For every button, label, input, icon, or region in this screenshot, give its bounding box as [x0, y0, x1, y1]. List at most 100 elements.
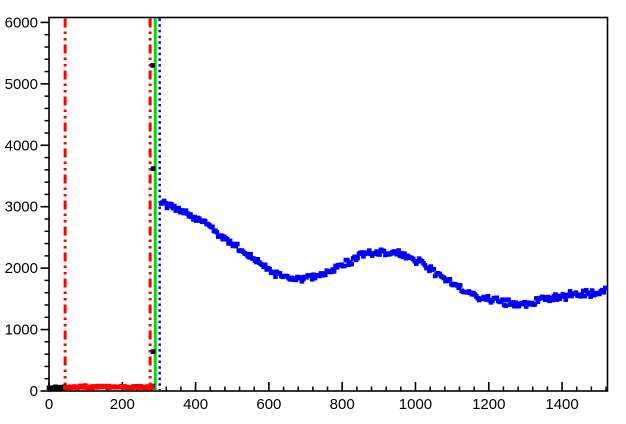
blue-series-marker — [342, 263, 347, 269]
x-tick-label-1200: 1200 — [472, 396, 505, 413]
blue-series-marker — [381, 248, 387, 254]
blue-series-marker — [192, 214, 198, 220]
blue-series-marker — [345, 257, 350, 263]
blue-series-marker — [557, 296, 563, 302]
blue-series-marker — [561, 292, 567, 298]
blue-series-marker — [542, 297, 548, 303]
blue-series-marker — [226, 241, 231, 246]
blue-series-marker — [308, 273, 313, 279]
x-tick-label-1400: 1400 — [545, 396, 578, 413]
blue-series-marker — [267, 266, 272, 272]
x-tick-label-0: 0 — [45, 396, 53, 413]
blue-series-marker — [224, 236, 230, 242]
blue-series-marker — [323, 272, 328, 278]
y-tick-label-4000: 4000 — [5, 137, 38, 154]
blue-series-marker — [522, 299, 527, 305]
blue-series-marker — [185, 211, 190, 216]
blue-series-marker — [545, 294, 551, 300]
blue-series-marker — [210, 224, 215, 230]
blue-series-marker — [589, 288, 595, 293]
blue-series-marker — [588, 294, 593, 299]
blue-series-marker — [298, 275, 303, 280]
blue-series-marker — [218, 233, 224, 238]
blue-series-marker — [550, 297, 555, 303]
blue-series-marker — [532, 301, 538, 307]
blue-series-marker — [377, 252, 382, 257]
blue-series-marker — [579, 292, 585, 297]
blue-series-marker — [490, 298, 495, 304]
blue-series-marker — [359, 250, 365, 255]
blue-series-marker — [188, 212, 193, 217]
blue-series-marker — [194, 218, 199, 223]
blue-series-marker — [431, 266, 437, 272]
blue-series-marker — [374, 249, 379, 254]
blue-series-marker — [553, 292, 558, 297]
blue-series-marker — [547, 298, 552, 304]
blue-series-marker — [447, 277, 453, 282]
y-tick-label-5000: 5000 — [5, 76, 38, 93]
y-tick-label-1000: 1000 — [5, 322, 38, 339]
plot-frame — [48, 16, 609, 392]
blue-series-marker — [355, 255, 360, 261]
x-tick-label-400: 400 — [183, 396, 208, 413]
blue-series-marker — [346, 262, 352, 268]
blue-series-marker — [510, 300, 516, 305]
blue-series-marker — [457, 283, 463, 288]
blue-series-marker — [271, 269, 277, 275]
blue-series-marker — [227, 238, 233, 244]
blue-series-marker — [427, 268, 432, 274]
blue-series-marker — [506, 297, 511, 303]
blue-series-marker — [556, 293, 561, 299]
blue-series-marker — [311, 272, 316, 278]
blue-series-marker — [396, 248, 401, 253]
blue-series-marker — [441, 275, 447, 281]
blue-series-marker — [361, 254, 366, 259]
blue-series-marker — [352, 254, 357, 260]
blue-series-marker — [503, 303, 508, 309]
blue-series-marker — [494, 295, 500, 301]
blue-series-marker — [484, 297, 489, 302]
blue-series-marker — [365, 251, 371, 256]
blue-series-marker — [400, 254, 406, 260]
blue-series-marker — [601, 289, 607, 295]
blue-series-marker — [182, 210, 187, 216]
black-series-marker — [150, 349, 156, 354]
blue-series-marker — [597, 291, 602, 297]
blue-series-marker — [191, 217, 196, 222]
blue-series-marker — [399, 250, 404, 256]
blue-series-marker — [582, 293, 588, 299]
x-tick-label-1000: 1000 — [399, 396, 432, 413]
blue-series-marker — [454, 282, 460, 288]
blue-series-marker — [394, 252, 400, 257]
blue-series-marker — [583, 287, 589, 293]
blue-series-marker — [246, 254, 252, 260]
x-tick-label-200: 200 — [110, 396, 135, 413]
red-series-marker — [150, 384, 155, 390]
blue-series-marker — [535, 299, 541, 304]
blue-series-marker — [534, 296, 539, 301]
blue-series-marker — [581, 288, 586, 294]
blue-series-marker — [428, 264, 434, 269]
blue-series-marker — [425, 265, 431, 271]
blue-series-marker — [603, 285, 608, 291]
blue-series-marker — [254, 259, 259, 265]
blue-series-marker — [328, 269, 334, 275]
blue-series-marker — [317, 273, 322, 279]
blue-series-marker — [214, 229, 220, 235]
blue-series-marker — [456, 285, 462, 291]
black-series-marker — [150, 63, 156, 68]
blue-series-marker — [255, 256, 261, 262]
blue-series-marker — [554, 297, 560, 302]
blue-series-marker — [500, 297, 505, 302]
blue-series-marker — [403, 255, 409, 261]
blue-series-marker — [563, 297, 569, 302]
blue-series-marker — [176, 205, 182, 211]
blue-series-marker — [163, 200, 168, 206]
x-tick-label-600: 600 — [256, 396, 281, 413]
blue-series-marker — [331, 269, 337, 274]
y-tick-label-0: 0 — [30, 383, 38, 400]
blue-series-marker — [422, 262, 428, 268]
blue-series-marker — [189, 214, 195, 220]
black-series-marker — [150, 166, 156, 171]
